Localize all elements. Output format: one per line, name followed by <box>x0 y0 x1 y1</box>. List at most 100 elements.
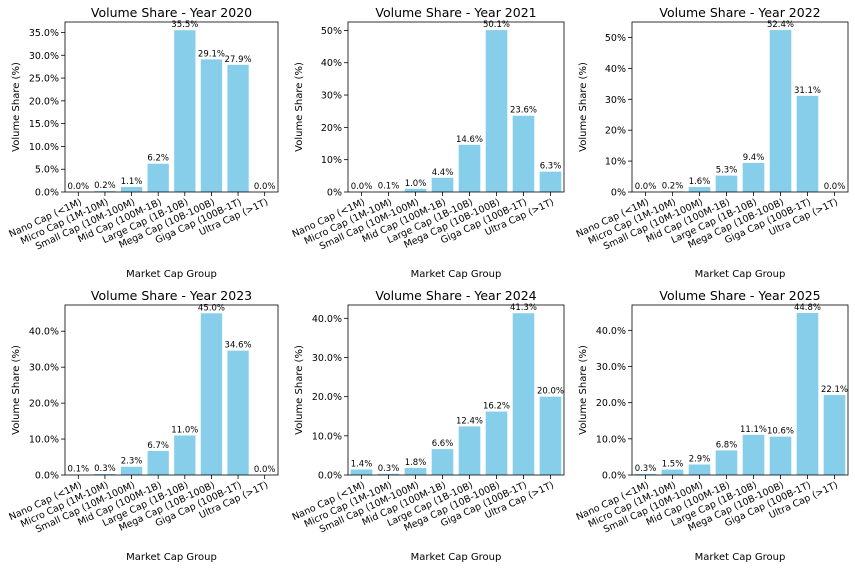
data-label: 1.5% <box>662 460 684 470</box>
bar <box>742 162 765 192</box>
axes-frame <box>347 304 565 476</box>
data-label: 1.6% <box>689 177 711 187</box>
data-label: 41.3% <box>510 303 537 313</box>
y-axis-label: Volume Share (%) <box>578 345 589 435</box>
y-tick-label: 10% <box>605 157 626 168</box>
y-tick-label: 30% <box>605 95 626 106</box>
axes-frame <box>347 21 565 193</box>
subplot-title: Volume Share - Year 2021 <box>375 5 536 20</box>
y-tick-label: 0% <box>327 188 342 199</box>
data-label: 16.2% <box>483 402 510 412</box>
data-label: 11.1% <box>740 425 767 435</box>
bar <box>350 469 373 475</box>
y-tick-label: 10.0% <box>596 434 626 445</box>
y-tick-label: 25.0% <box>29 74 59 85</box>
data-label: 11.0% <box>171 425 198 435</box>
data-label: 1.4% <box>351 460 373 470</box>
data-label: 6.3% <box>540 162 562 172</box>
x-axis-label: Market Cap Group <box>411 269 502 280</box>
bar <box>823 395 846 475</box>
data-label: 0.0% <box>68 182 90 192</box>
data-label: 4.4% <box>432 168 454 178</box>
y-tick-label: 40.0% <box>596 326 626 337</box>
bar <box>120 186 143 192</box>
bar <box>796 312 819 475</box>
x-axis-label: Market Cap Group <box>126 552 217 563</box>
data-label: 0.2% <box>662 181 684 191</box>
y-tick-label: 0.0% <box>35 471 59 482</box>
bar <box>227 64 249 192</box>
y-tick-label: 30.0% <box>29 363 59 374</box>
x-axis-label: Market Cap Group <box>695 269 786 280</box>
bar <box>742 434 765 475</box>
data-label: 14.6% <box>456 135 483 145</box>
data-label: 0.0% <box>254 465 276 475</box>
data-label: 1.8% <box>405 458 427 468</box>
y-tick-label: 40.0% <box>29 327 59 338</box>
data-label: 29.1% <box>198 49 225 59</box>
bar <box>512 313 535 475</box>
data-label: 5.3% <box>716 166 738 176</box>
data-label: 0.2% <box>94 181 116 191</box>
bar <box>512 115 535 192</box>
subplot-title: Volume Share - Year 2022 <box>659 5 820 20</box>
y-tick-label: 0.0% <box>602 471 626 482</box>
bar <box>431 449 454 475</box>
data-label: 0.1% <box>378 182 400 192</box>
axes-frame <box>64 304 279 476</box>
y-tick-label: 20% <box>605 126 626 137</box>
y-tick-label: 10% <box>321 155 342 166</box>
bar <box>200 59 223 193</box>
data-label: 45.0% <box>198 303 225 313</box>
bar <box>661 469 684 475</box>
data-label: 6.8% <box>716 440 738 450</box>
bar <box>688 464 711 475</box>
subplot-title: Volume Share - Year 2023 <box>91 288 252 303</box>
y-tick-label: 30% <box>321 91 342 102</box>
x-axis-label: Market Cap Group <box>126 269 217 280</box>
data-label: 31.1% <box>794 86 821 96</box>
bar <box>458 144 481 192</box>
data-label: 0.1% <box>68 465 90 475</box>
y-tick-label: 20.0% <box>312 392 342 403</box>
y-tick-label: 10.0% <box>29 142 59 153</box>
subplot-title: Volume Share - Year 2024 <box>375 288 536 303</box>
data-label: 0.0% <box>635 182 657 192</box>
data-label: 20.0% <box>537 387 564 397</box>
bar <box>796 95 819 192</box>
bar <box>634 473 657 475</box>
y-tick-label: 20% <box>321 123 342 134</box>
y-axis-label: Volume Share (%) <box>294 345 305 435</box>
y-tick-label: 0.0% <box>318 471 342 482</box>
x-axis-label: Market Cap Group <box>411 552 502 563</box>
data-label: 34.6% <box>225 341 252 351</box>
bar <box>769 30 792 193</box>
y-axis-label: Volume Share (%) <box>11 345 22 435</box>
y-tick-label: 0% <box>611 188 626 199</box>
bar <box>174 30 196 193</box>
y-tick-label: 20.0% <box>29 399 59 410</box>
y-tick-label: 50% <box>321 26 342 37</box>
data-label: 12.4% <box>456 416 483 426</box>
y-tick-label: 20.0% <box>29 96 59 107</box>
data-label: 6.7% <box>147 441 169 451</box>
bar <box>404 467 427 475</box>
bar <box>200 313 223 475</box>
bar <box>404 188 427 192</box>
data-label: 1.0% <box>405 179 427 189</box>
y-tick-label: 0.0% <box>35 188 59 199</box>
data-label: 1.1% <box>121 177 143 187</box>
data-label: 0.0% <box>824 182 846 192</box>
data-label: 27.9% <box>225 55 252 65</box>
data-label: 6.6% <box>432 439 454 449</box>
y-tick-label: 20.0% <box>596 398 626 409</box>
data-label: 22.1% <box>821 385 848 395</box>
bar <box>147 450 169 475</box>
y-tick-label: 10.0% <box>29 435 59 446</box>
bar <box>688 187 711 192</box>
data-label: 2.9% <box>689 455 711 465</box>
